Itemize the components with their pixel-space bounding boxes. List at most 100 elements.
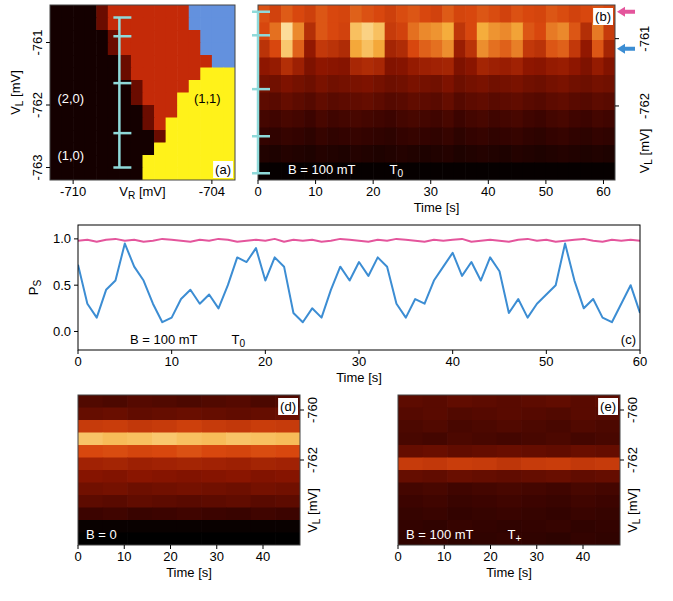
cell: [419, 110, 431, 128]
cell: [131, 118, 143, 131]
cell: [571, 483, 596, 496]
cell: [96, 30, 108, 43]
bracket-tick: [252, 172, 270, 175]
cell: [223, 55, 235, 68]
y-tick-label: -762: [305, 447, 320, 473]
cell: [119, 155, 131, 168]
cell: [465, 75, 477, 93]
cell: [419, 58, 431, 76]
cell: [339, 75, 351, 93]
cell: [223, 118, 235, 131]
cell: [73, 130, 85, 143]
cell: [592, 75, 604, 93]
x-tick-label: 10: [308, 184, 322, 199]
cell: [166, 43, 178, 56]
region-label: (1,0): [57, 148, 84, 163]
cell: [511, 145, 523, 163]
cell: [143, 143, 155, 156]
cell: [465, 23, 477, 41]
cell: [454, 128, 466, 146]
cell: [108, 5, 120, 18]
cell: [350, 128, 362, 146]
cell: [408, 110, 420, 128]
cell: [275, 508, 300, 521]
cell: [223, 105, 235, 118]
cell: [571, 408, 596, 421]
cell: [50, 5, 62, 18]
cell: [546, 470, 571, 483]
cell: [477, 75, 489, 93]
cell: [431, 163, 443, 181]
cell: [472, 445, 497, 458]
cell: [152, 420, 177, 433]
cell: [127, 508, 152, 521]
region-label: (1,1): [194, 91, 221, 106]
y-tick: [74, 331, 78, 332]
cell: [293, 58, 305, 76]
cell: [96, 80, 108, 93]
cell: [177, 93, 189, 106]
cell: [423, 458, 448, 471]
cell: [154, 118, 166, 131]
cell: [293, 40, 305, 58]
cell: [154, 55, 166, 68]
cell: [85, 43, 97, 56]
x-axis-title: Time [s]: [414, 200, 460, 215]
cell: [557, 40, 569, 58]
cell: [316, 128, 328, 146]
cell: [447, 395, 472, 408]
cell: [177, 68, 189, 81]
cell: [385, 40, 397, 58]
x-tick-label: 40: [445, 354, 459, 369]
cell: [408, 5, 420, 23]
cell: [201, 458, 226, 471]
cell: [251, 533, 276, 546]
cell: [477, 93, 489, 111]
cell: [275, 495, 300, 508]
cell: [488, 145, 500, 163]
cell: [396, 40, 408, 58]
cell: [557, 145, 569, 163]
cell: [580, 110, 592, 128]
cell: [251, 433, 276, 446]
cell: [251, 495, 276, 508]
cell: [166, 155, 178, 168]
cell: [177, 18, 189, 31]
cell: [362, 163, 374, 181]
cell: [595, 495, 620, 508]
cell: [166, 93, 178, 106]
cell: [143, 5, 155, 18]
cell: [152, 445, 177, 458]
cell: [189, 143, 201, 156]
cell: [201, 433, 226, 446]
text-part: V: [8, 106, 23, 115]
cell: [557, 110, 569, 128]
cell: [592, 93, 604, 111]
panel-label-box: [593, 8, 613, 25]
cell: [223, 18, 235, 31]
cell: [339, 40, 351, 58]
cell: [201, 508, 226, 521]
cell: [327, 5, 339, 23]
cell: [477, 23, 489, 41]
cell: [177, 130, 189, 143]
cell: [385, 93, 397, 111]
cell: [431, 5, 443, 23]
cell: [201, 408, 226, 421]
cell: [62, 55, 74, 68]
cell: [200, 155, 212, 168]
y-tick: [46, 105, 50, 106]
cell: [454, 163, 466, 181]
cell: [396, 23, 408, 41]
cell: [50, 55, 62, 68]
cell: [143, 18, 155, 31]
cell: [270, 145, 282, 163]
series-line: [78, 239, 640, 242]
cell: [398, 395, 423, 408]
cell: [595, 458, 620, 471]
y-tick: [46, 167, 50, 168]
cell: [131, 130, 143, 143]
cell: [223, 80, 235, 93]
cell: [275, 470, 300, 483]
cell: [177, 433, 202, 446]
